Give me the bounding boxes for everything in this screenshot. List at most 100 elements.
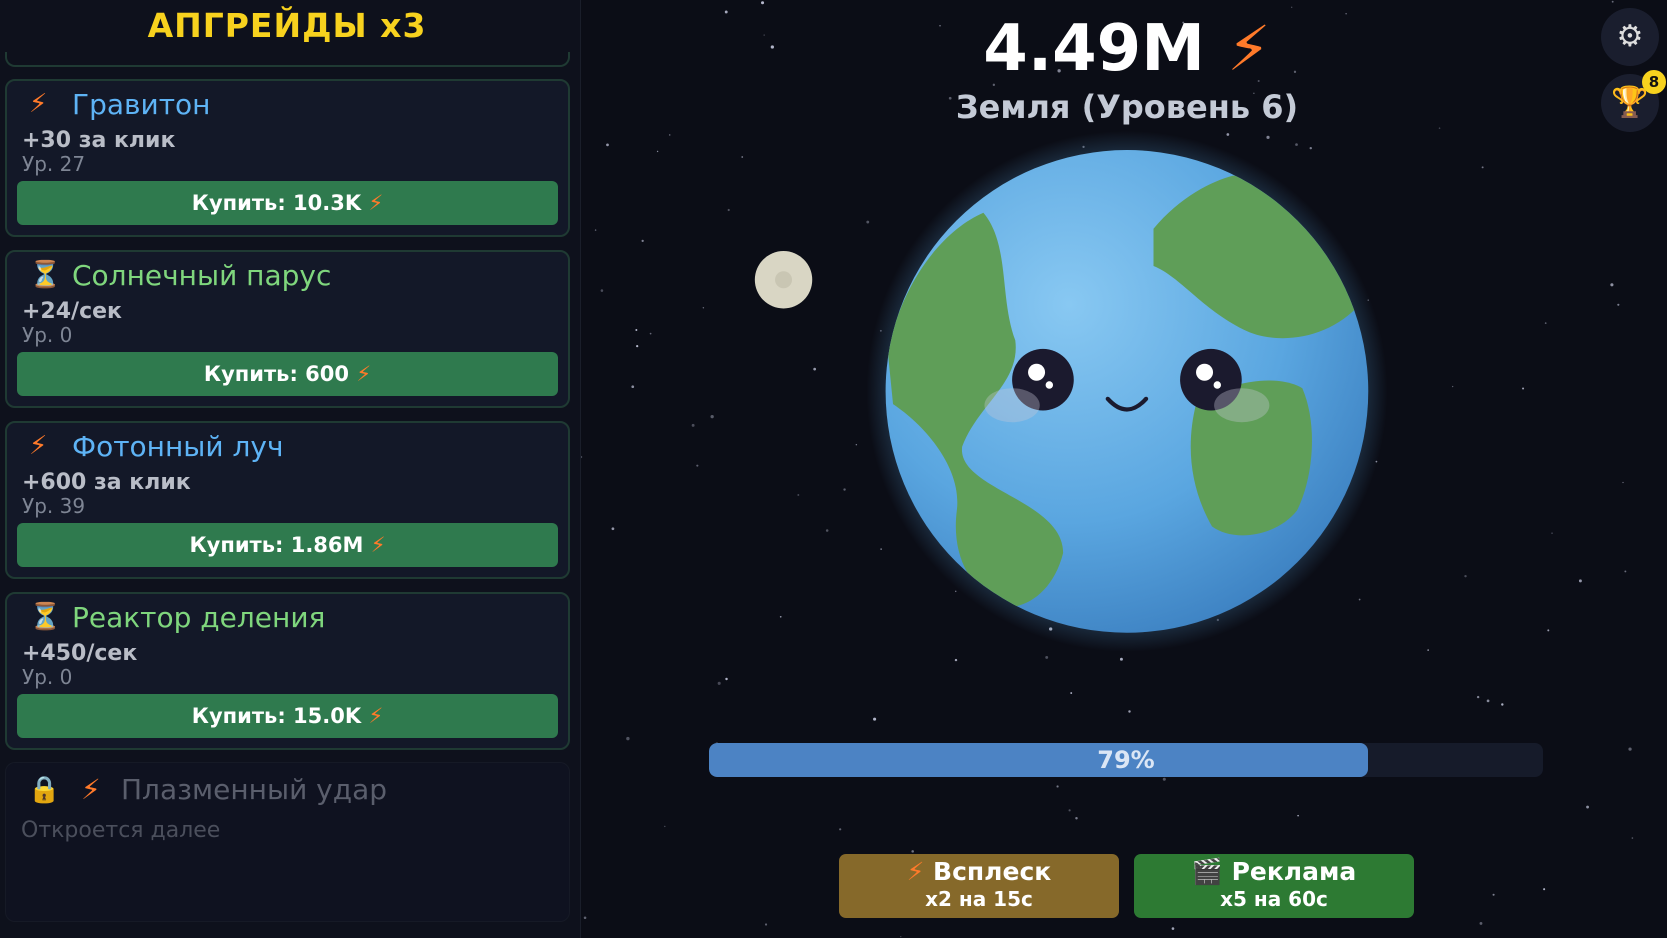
upgrade-card-solar-sail: ⏳ Солнечный парус +24/сек Ур. 0 Купить: … (5, 250, 570, 408)
progress-fill (709, 743, 1368, 777)
star (1628, 747, 1632, 751)
star (1226, 133, 1230, 136)
star (1427, 649, 1429, 651)
buy-button[interactable]: Купить: 600 ⚡ (17, 352, 558, 396)
upgrade-name: Солнечный парус (72, 259, 332, 292)
star (696, 464, 699, 467)
buy-label: Купить: 600 (203, 362, 349, 386)
burst-boost-button[interactable]: ⚡ Всплеск x2 на 15с (839, 854, 1119, 918)
star (691, 423, 695, 427)
star (1451, 385, 1454, 388)
star (1345, 12, 1347, 15)
star (797, 494, 800, 496)
star (702, 307, 705, 309)
star (1291, 6, 1293, 8)
star (727, 208, 730, 212)
boost-subtitle: x5 на 60с (1220, 887, 1328, 911)
buy-button[interactable]: Купить: 15.0K ⚡ (17, 694, 558, 738)
achievements-button[interactable]: 🏆 (1601, 74, 1659, 132)
right-eye (1180, 348, 1242, 411)
star (611, 527, 615, 531)
star (1476, 695, 1480, 699)
star (641, 239, 644, 243)
star (1501, 703, 1504, 706)
star (717, 681, 721, 685)
star (668, 134, 671, 136)
right-blush (1214, 388, 1270, 423)
star (873, 717, 877, 721)
continent-left (887, 212, 1064, 608)
left-blush (984, 388, 1040, 423)
star (600, 289, 604, 292)
settings-button[interactable]: ⚙ (1601, 8, 1659, 66)
upgrades-title: АПГРЕЙДЫ x3 (147, 6, 427, 45)
upgrade-level: Ур. 0 (22, 323, 73, 347)
star (724, 10, 728, 14)
hourglass-icon: ⏳ (29, 602, 62, 632)
star (770, 45, 774, 49)
star (1543, 888, 1546, 891)
star (1367, 299, 1369, 301)
star (1075, 816, 1078, 820)
upgrade-card-photon-beam: ⚡ Фотонный луч +600 за клик Ур. 39 Купит… (5, 421, 570, 579)
star (1586, 805, 1589, 809)
star (1070, 692, 1073, 695)
star (1479, 921, 1483, 925)
star (1611, 0, 1614, 3)
star (1295, 143, 1298, 146)
buy-label: Купить: 1.86M (189, 533, 364, 557)
star (1116, 47, 1119, 50)
progress-label: 79% (1097, 746, 1155, 774)
star (1522, 387, 1525, 390)
star (1162, 777, 1166, 781)
star (1375, 460, 1378, 463)
upgrade-name: Фотонный луч (72, 430, 284, 463)
star (764, 923, 768, 926)
star (1544, 322, 1547, 324)
star (1045, 655, 1049, 659)
upgrade-effect: +450/сек (22, 641, 138, 666)
star (1119, 657, 1123, 661)
upgrades-sidebar: АПГРЕЙДЫ x3 ⚡ Гравитон +30 за клик Ур. 2… (0, 0, 581, 938)
trophy-icon: 🏆 (1611, 85, 1649, 120)
buy-button[interactable]: Купить: 10.3K ⚡ (17, 181, 558, 225)
upgrade-card-graviton: ⚡ Гравитон +30 за клик Ур. 27 Купить: 10… (5, 79, 570, 237)
boost-title: Всплеск (933, 857, 1052, 886)
star (900, 936, 902, 938)
upgrade-level: Ур. 39 (22, 494, 86, 518)
bolt-icon: ⚡ (906, 857, 925, 886)
star (1464, 574, 1467, 578)
left-eye (1012, 348, 1074, 411)
bolt-icon: ⚡ (370, 533, 386, 557)
bolt-icon: ⚡ (29, 89, 48, 119)
star (635, 329, 638, 331)
bolt-icon: ⚡ (368, 704, 384, 728)
star (1171, 927, 1175, 930)
star (725, 677, 728, 681)
star (636, 345, 639, 348)
smile (1105, 396, 1149, 412)
ad-boost-button[interactable]: 🎬 Реклама x5 на 60с (1134, 854, 1414, 918)
star (1128, 710, 1131, 713)
previous-card-edge (5, 52, 570, 67)
star (839, 828, 842, 831)
star (948, 96, 952, 100)
star (825, 529, 829, 532)
upgrade-level: Ур. 0 (22, 665, 73, 689)
star (1631, 837, 1634, 839)
boost-title: Реклама (1231, 857, 1357, 886)
star (1624, 570, 1627, 573)
star (1057, 69, 1061, 73)
bolt-icon: ⚡ (368, 191, 384, 215)
star (583, 916, 587, 920)
bolt-icon: ⚡ (81, 773, 101, 806)
continent-top-right (1153, 175, 1361, 339)
star (1486, 699, 1490, 703)
star (1082, 145, 1085, 148)
buy-button[interactable]: Купить: 1.86M ⚡ (17, 523, 558, 567)
star (741, 156, 744, 158)
earth-planet[interactable] (885, 150, 1369, 633)
star (779, 615, 782, 618)
star (656, 150, 659, 153)
upgrade-effect: +24/сек (22, 299, 122, 324)
